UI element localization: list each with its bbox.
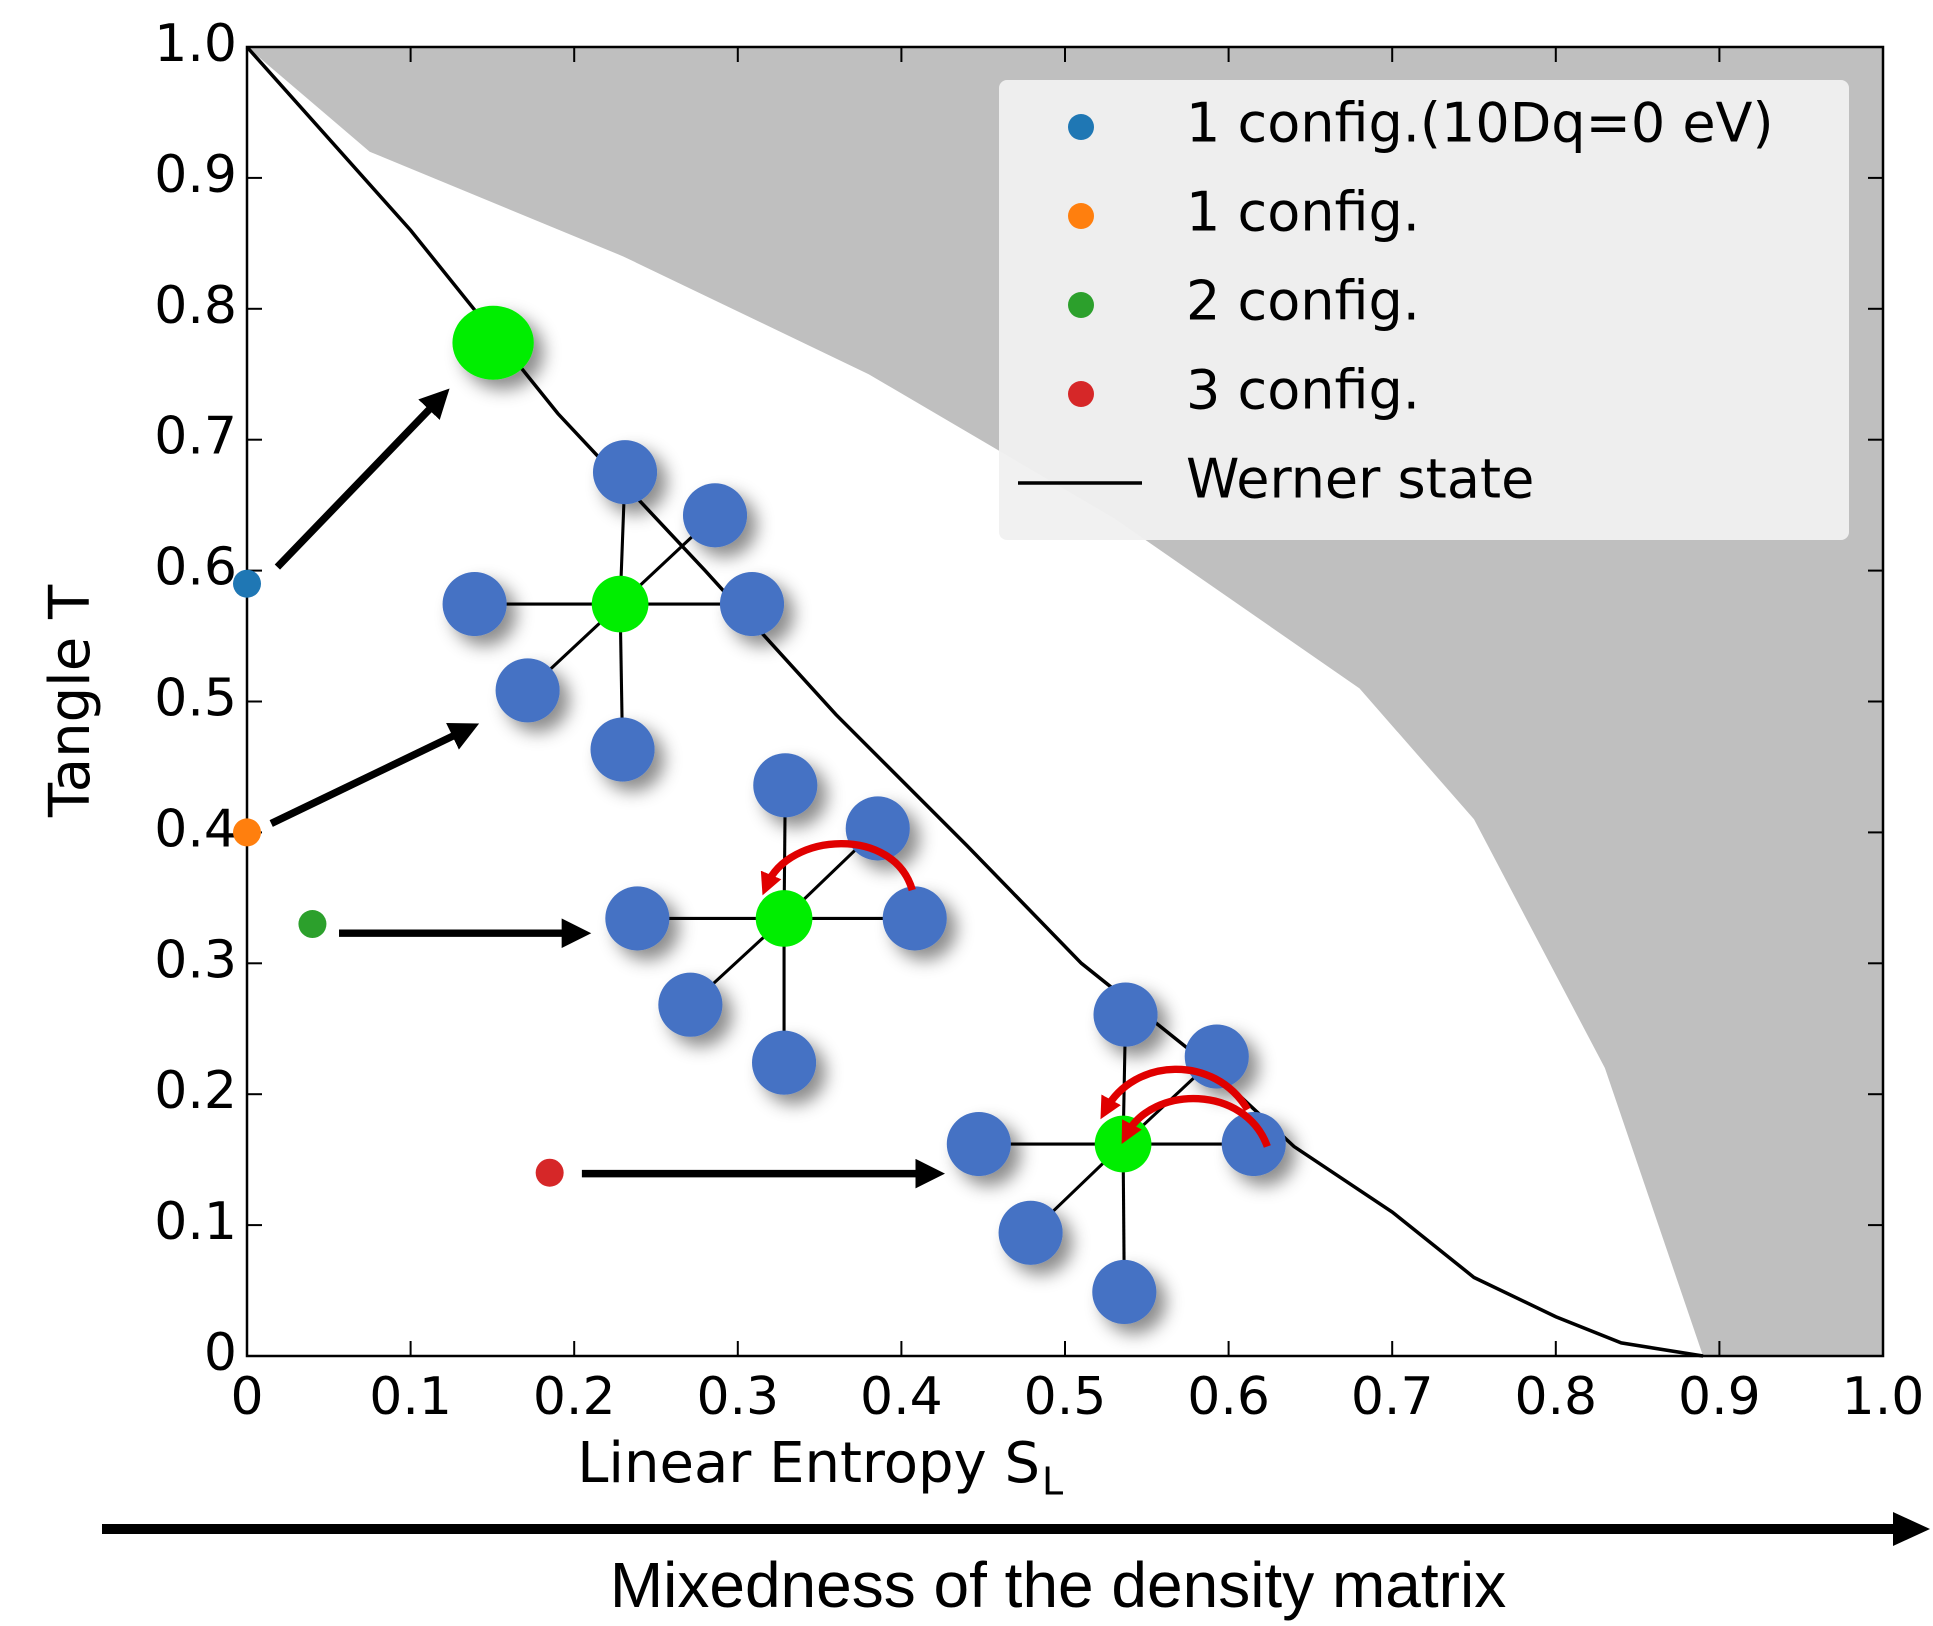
x-tick-label: 0.7 [1351,1367,1434,1427]
legend-marker [1068,381,1094,407]
y-tick-label: 1.0 [154,14,237,74]
pointer-arrows [269,388,946,1189]
y-tick-label: 0.8 [154,276,237,336]
arrow [269,722,480,827]
x-axis-label: Linear Entropy S [577,1431,1040,1496]
mixedness-arrow-head [1893,1512,1930,1546]
y-tick-label: 0.9 [154,145,237,205]
arrow [274,388,450,570]
y-tick-label: 0 [204,1323,237,1383]
caption: Mixedness of the density matrix [610,1549,1506,1621]
y-tick-label: 0.6 [154,538,237,598]
y-tick-label: 0.3 [154,930,237,990]
legend-label: 3 config. [1186,359,1420,422]
molecule-atom [452,305,534,380]
legend-marker [1068,114,1094,140]
legend-marker [1068,292,1094,318]
x-tick-label: 0 [230,1367,263,1427]
x-tick-label: 1.0 [1842,1367,1925,1427]
x-tick-label: 0.2 [533,1367,616,1427]
illustrations [269,305,1286,1325]
molecule [946,982,1286,1325]
point [298,910,327,939]
legend-label: 1 config. [1186,181,1420,244]
x-tick-label: 0.6 [1187,1367,1270,1427]
point [233,569,261,598]
x-tick-label: 0.4 [860,1367,943,1427]
x-tick-label: 0.1 [369,1367,452,1427]
y-axis-label: Tangle T [38,584,103,818]
x-tick-label: 0.3 [696,1367,779,1427]
y-tick-label: 0.5 [154,669,237,729]
molecule [605,753,947,1095]
legend-label: 1 config.(10Dq=0 eV) [1186,92,1774,155]
point [233,818,261,847]
x-axis-label-subscript: L [1042,1460,1063,1504]
legend-label: 2 config. [1186,270,1420,333]
legend-box [999,80,1849,540]
y-tick-label: 0.7 [154,407,237,467]
legend-marker [1068,203,1094,229]
x-tick-label: 0.5 [1024,1367,1107,1427]
y-tick-label: 0.4 [154,799,237,859]
legend: 1 config.(10Dq=0 eV) 1 config. 2 config. 3 … [999,80,1849,540]
y-tick-label: 0.2 [154,1061,237,1121]
y-tick-label: 0.1 [154,1192,237,1252]
legend-label: Werner state [1186,448,1534,511]
x-tick-label: 0.8 [1514,1367,1597,1427]
x-tick-label: 0.9 [1678,1367,1761,1427]
axes-frame [245,45,1885,1358]
molecule [442,440,785,782]
point [535,1158,564,1187]
